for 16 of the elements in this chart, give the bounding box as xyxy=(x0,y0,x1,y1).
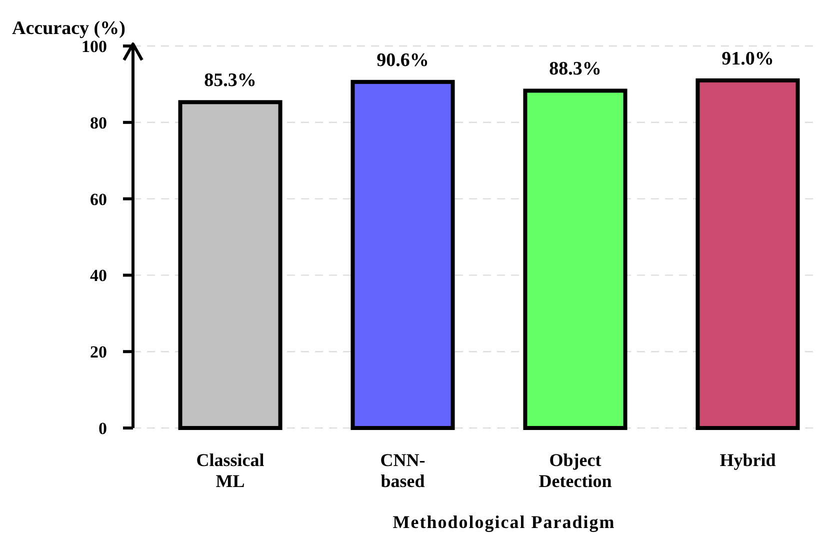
y-tick-label: 0 xyxy=(98,418,107,438)
x-tick-label: Hybrid xyxy=(720,450,776,470)
x-tick-label: CNN- based xyxy=(380,450,426,491)
y-tick-label: 100 xyxy=(82,36,107,56)
data-label: 85.3% xyxy=(204,70,256,92)
data-label: 91.0% xyxy=(722,48,774,70)
data-label: 88.3% xyxy=(549,58,602,80)
x-tick-label: Object Detection xyxy=(538,450,612,491)
y-tick-label: 40 xyxy=(90,266,107,286)
y-tick-label: 20 xyxy=(90,342,107,362)
x-tick-label: Classical ML xyxy=(196,450,264,491)
y-axis-title: Accuracy (%) xyxy=(12,18,126,39)
y-tick-label: 80 xyxy=(90,113,107,132)
data-label: 90.6% xyxy=(376,50,429,71)
y-tick-label: 60 xyxy=(90,190,107,209)
x-axis-title: Methodological Paradigm xyxy=(392,512,616,532)
